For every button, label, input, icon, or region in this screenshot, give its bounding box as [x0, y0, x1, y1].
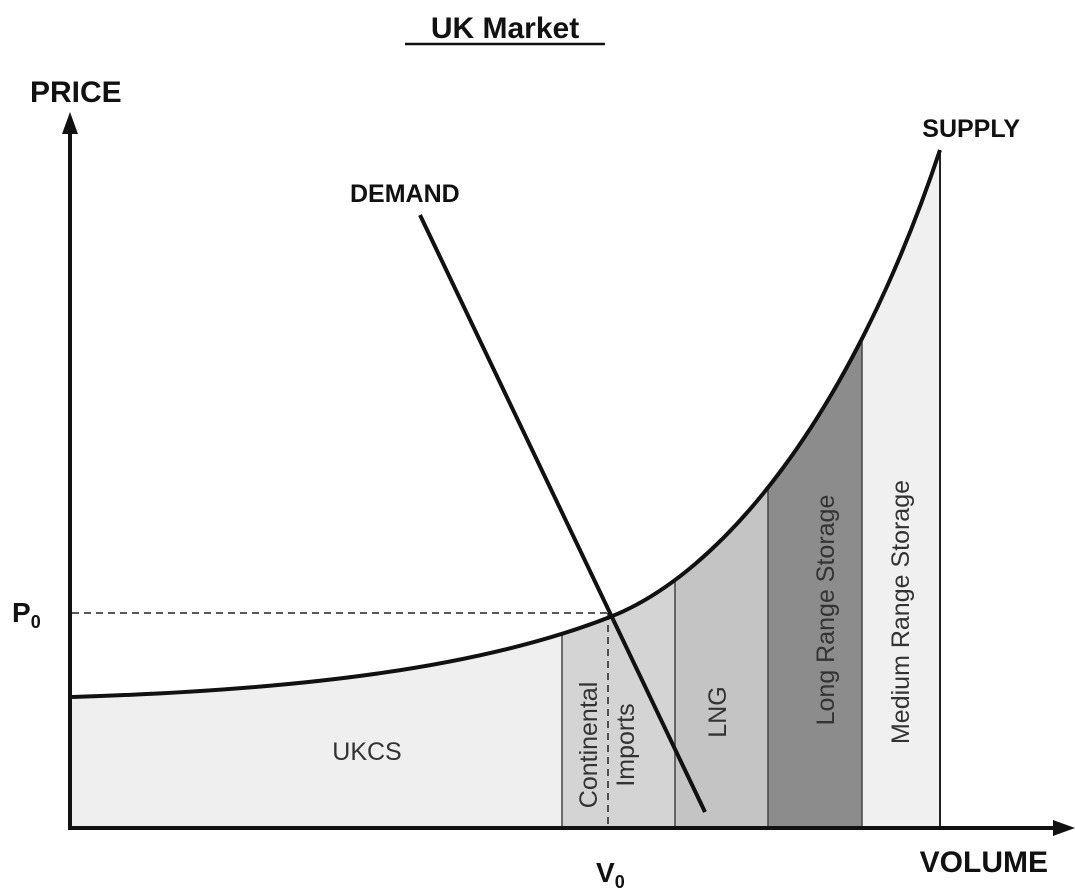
region-label: Medium Range Storage: [887, 480, 915, 744]
supply-label: SUPPLY: [922, 115, 1020, 143]
supply-regions: [72, 150, 940, 828]
region-label: LNG: [704, 686, 732, 737]
y-arrow: [62, 112, 78, 134]
volume-sub: 0: [615, 872, 625, 892]
region-ukcs: [72, 150, 562, 828]
demand-curve: [418, 214, 707, 813]
x-axis-label: VOLUME: [920, 846, 1048, 879]
volume-main: V: [596, 857, 615, 888]
price-main: P: [12, 597, 31, 628]
region-label: Long Range Storage: [812, 495, 840, 726]
volume-label: V0: [596, 857, 625, 892]
y-axis-label: PRICE: [30, 76, 122, 109]
price-label: P0: [12, 597, 41, 632]
demand-label: DEMAND: [350, 180, 460, 208]
region-label: Continental: [575, 682, 603, 808]
x-arrow: [1053, 820, 1075, 836]
region-label: Imports: [612, 703, 640, 786]
region-label: UKCS: [332, 738, 401, 766]
title: UK Market: [431, 12, 579, 45]
price-sub: 0: [31, 612, 41, 632]
